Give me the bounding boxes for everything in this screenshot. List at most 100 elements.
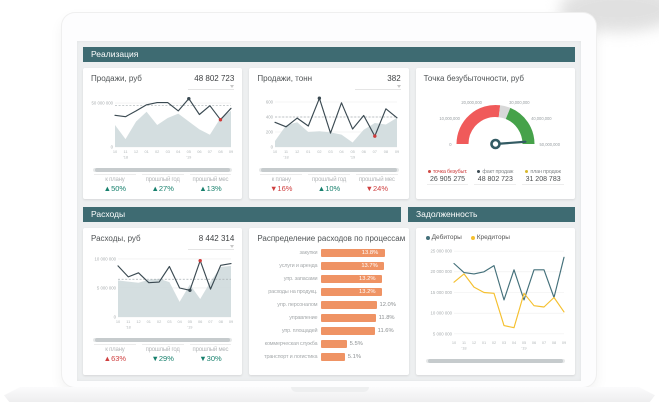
panel-sales-tonn: Продажи, тонн 382 600 400 200 0 10 11 12 01 02 03… — [249, 68, 409, 199]
value-filter-dropdown[interactable] — [354, 84, 401, 90]
debt-legend-item[interactable]: Дебиторы — [425, 234, 462, 241]
value-filter-dropdown[interactable] — [188, 244, 235, 250]
bar-category-label: упр. запасами — [283, 275, 318, 282]
gauge-legend-item[interactable]: факт продаж 48 802 723 — [471, 169, 519, 185]
bar-category-label: расходы на продукц. — [268, 288, 318, 295]
panel-title: Точка безубыточности, руб — [423, 74, 524, 83]
expense-bar[interactable] — [321, 274, 383, 283]
legend-bullet-icon — [477, 170, 481, 174]
bar-value-label: 13.8% — [361, 249, 379, 256]
expense-bar[interactable] — [321, 248, 385, 257]
gauge-legend-label: точка безубыт. — [424, 169, 472, 175]
expense-bar[interactable] — [321, 352, 345, 361]
svg-text:0: 0 — [271, 144, 274, 149]
expense-bar[interactable] — [321, 326, 375, 335]
svg-text:20,000,000: 20,000,000 — [461, 100, 482, 105]
svg-text:07: 07 — [541, 340, 545, 345]
kpi-row: к плану ▲50% прошлый год ▲27% прошлый мес ▲13… — [91, 174, 234, 193]
bar-value-label: 13.7% — [361, 262, 378, 269]
svg-text:01: 01 — [481, 340, 485, 345]
slider-thumb[interactable] — [261, 168, 397, 172]
slider-thumb[interactable] — [95, 168, 231, 172]
bar-track: 5.1% — [321, 352, 400, 361]
debt-legend-item[interactable]: Кредиторы — [470, 234, 510, 241]
expense-bar-row: упр. площадей 11.6% — [257, 324, 400, 337]
panel-title: Расходы, руб — [91, 234, 141, 243]
gauge-legend-item[interactable]: план продаж 31 208 783 — [519, 169, 567, 185]
chart-range-slider[interactable] — [93, 338, 233, 342]
sales-rub-chart[interactable]: 50 000 000 010 11 12 01 02 03 04 05 06 07 08 09 '18 '1… — [91, 91, 234, 161]
svg-text:01: 01 — [147, 319, 151, 324]
bar-value-label: 12.0% — [379, 301, 396, 308]
debt-chart[interactable]: 25 000 000 20 000 000 15 000 000 10 000 000… — [424, 242, 567, 352]
sales-tonn-chart[interactable]: 600 400 200 010 11 12 01 02 03 04 05 06 07 08 09 '18 '19 — [257, 91, 400, 161]
bar-category-label: транспорт и логистика — [264, 353, 318, 360]
slider-thumb[interactable] — [95, 338, 231, 342]
svg-text:01: 01 — [306, 149, 310, 154]
kpi-value: ▼29% — [151, 354, 174, 363]
debt-legend: Дебиторы Кредиторы — [425, 234, 567, 241]
debt-legend-label: Кредиторы — [476, 234, 510, 241]
gauge-legend-item[interactable]: точка безубыт. 26 905 275 — [424, 169, 472, 185]
expense-bar-row: услуги и аренда 13.7% — [257, 259, 400, 272]
expenses-bar-chart[interactable]: закупки 13.8% услуги и аренда 13.7% упр. зап… — [257, 246, 400, 363]
expense-bar[interactable] — [321, 287, 383, 296]
expenses-rub-chart[interactable]: 10 000 000 5 000 000 010 11 12 01 02 03 04 05 06 07… — [91, 251, 234, 331]
svg-text:'19: '19 — [187, 324, 192, 329]
kpi-label: прошлый мес — [192, 177, 229, 183]
expense-bar[interactable] — [321, 339, 347, 348]
kpi-value: ▼30% — [199, 354, 222, 363]
kpi-item: прошлый год ▲10% — [308, 174, 350, 193]
svg-text:12: 12 — [471, 340, 475, 345]
kpi-label: прошлый год — [311, 177, 347, 183]
kpi-label: к плану — [105, 177, 125, 183]
kpi-label: к плану — [105, 347, 125, 353]
svg-text:05: 05 — [188, 319, 192, 324]
bar-track: 5.5% — [321, 339, 400, 348]
breakeven-gauge[interactable]: 0 10,000,000 20,000,000 30,000,000 40,000,00… — [424, 84, 567, 162]
chart-range-slider[interactable] — [425, 359, 565, 363]
svg-text:07: 07 — [208, 149, 212, 154]
panel-value: 8 442 314 — [198, 234, 235, 243]
expense-bar-row: коммерческая служба 5.5% — [257, 337, 400, 350]
expense-bar[interactable] — [321, 261, 385, 270]
bar-category-label: коммерческая служба — [264, 340, 318, 347]
gauge-legend-label: план продаж — [519, 169, 567, 175]
svg-text:06: 06 — [198, 319, 202, 324]
panel-breakeven: Точка безубыточности, руб 0 10,000,000 20,… — [415, 68, 575, 199]
chevron-down-icon — [230, 85, 235, 88]
laptop-screen: Реализация Продажи, руб 48 802 723 50 00… — [62, 13, 596, 387]
chart-range-slider[interactable] — [259, 168, 399, 172]
bar-category-label: упр. площадей — [281, 327, 318, 334]
svg-text:08: 08 — [384, 149, 388, 154]
expense-bar-row: управление 11.8% — [257, 311, 400, 324]
chart-range-slider[interactable] — [93, 168, 233, 172]
gauge-legend-value: 31 208 783 — [522, 176, 564, 185]
svg-text:10: 10 — [116, 319, 121, 324]
expense-bar[interactable] — [321, 300, 377, 309]
kpi-item: к плану ▼16% — [260, 174, 303, 193]
expense-bar[interactable] — [321, 313, 376, 322]
svg-text:03: 03 — [329, 149, 333, 154]
svg-text:0: 0 — [449, 142, 452, 147]
svg-text:04: 04 — [177, 319, 182, 324]
kpi-value: ▲13% — [199, 184, 222, 193]
svg-text:25 000 000: 25 000 000 — [430, 249, 452, 254]
svg-text:10,000,000: 10,000,000 — [439, 116, 460, 121]
svg-text:04: 04 — [176, 149, 181, 154]
svg-text:0: 0 — [111, 144, 114, 149]
panel-title: Продажи, руб — [91, 74, 142, 83]
slider-thumb[interactable] — [427, 359, 563, 363]
bar-category-label: закупки — [299, 249, 318, 256]
svg-text:15 000 000: 15 000 000 — [430, 290, 452, 295]
expense-bar-row: закупки 13.8% — [257, 246, 400, 259]
kpi-item: к плану ▲63% — [94, 344, 136, 363]
chevron-down-icon — [230, 245, 235, 248]
bar-value-label: 13.2% — [359, 275, 376, 282]
panel-title: Продажи, тонн — [257, 74, 313, 83]
svg-text:02: 02 — [491, 340, 495, 345]
svg-text:10 000 000: 10 000 000 — [94, 256, 116, 261]
value-filter-dropdown[interactable] — [188, 84, 235, 90]
svg-text:40,000,000: 40,000,000 — [531, 116, 552, 121]
kpi-item: прошлый год ▼29% — [141, 344, 184, 363]
